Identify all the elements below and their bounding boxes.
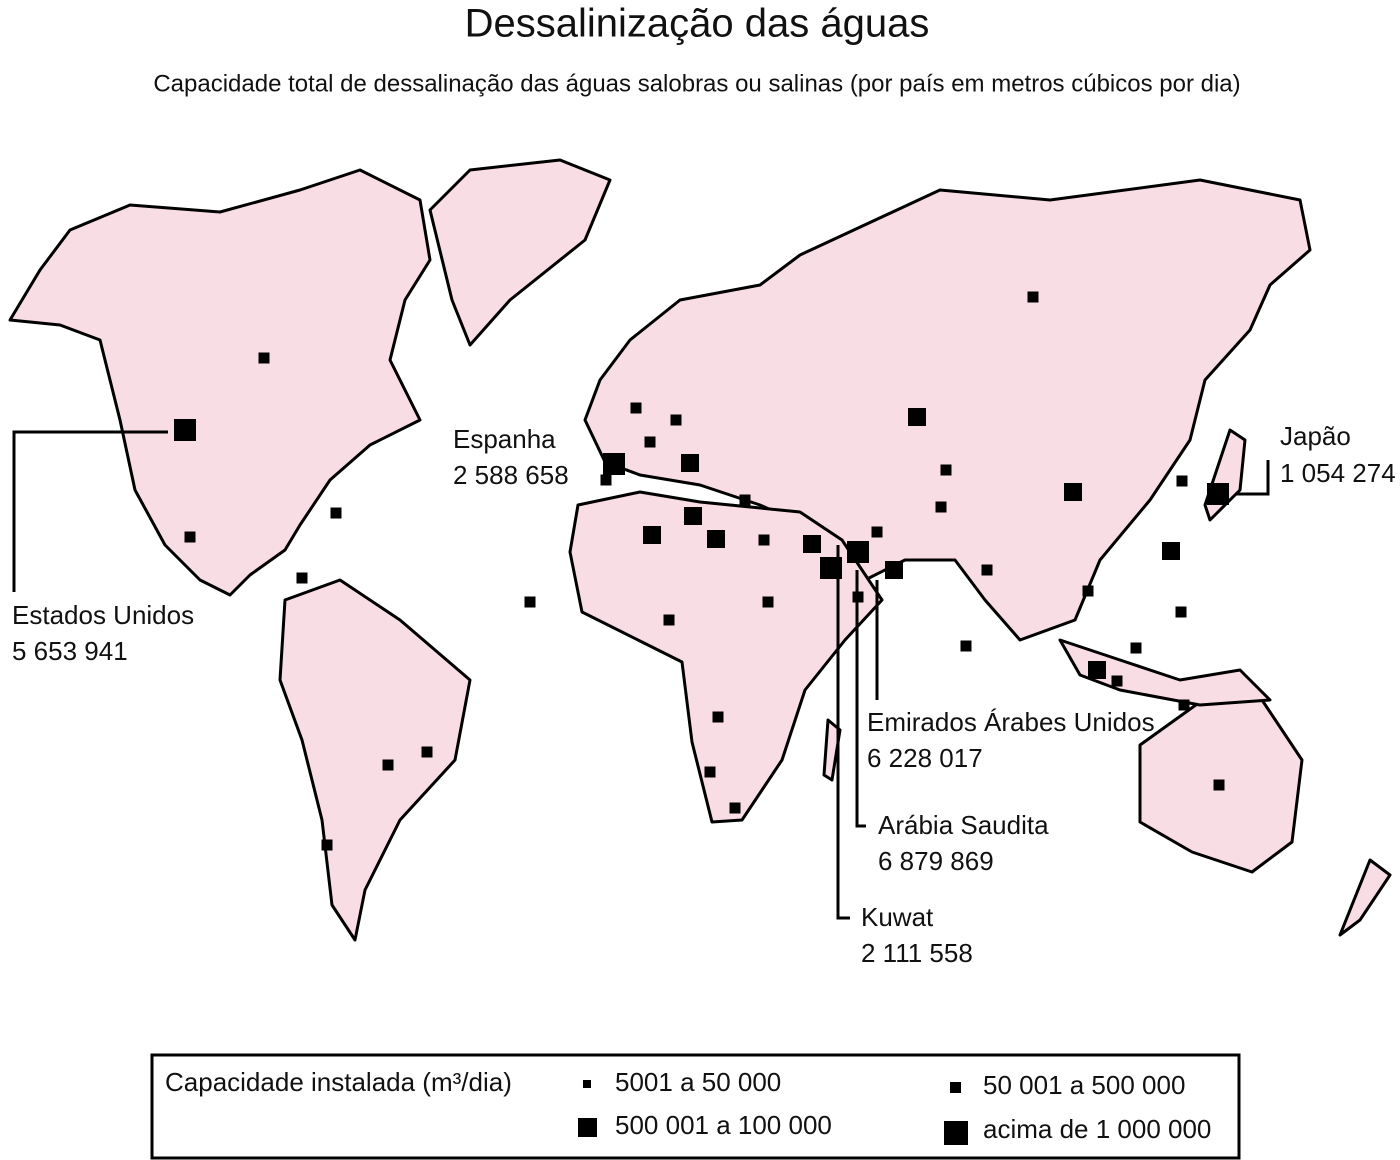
capacity-marker [762,596,774,608]
capacity-marker [681,454,699,472]
continents [8,158,1392,942]
legend-item: 5001 a 50 000 [615,1067,781,1097]
country-value: 2 588 658 [453,460,569,490]
capacity-marker [852,591,864,603]
capacity-marker [630,402,642,414]
capacity-marker [1027,291,1039,303]
callout-line [1236,460,1270,496]
japan [1203,428,1247,522]
country-value: 6 879 869 [878,846,994,876]
country-name: Espanha [453,424,556,454]
new-zealand [1338,858,1392,937]
title: Dessalinização das águas [465,2,930,46]
subtitle: Capacidade total de dessalinação das águ… [153,70,1240,97]
capacity-marker [382,759,394,771]
capacity-marker [684,507,702,525]
callout-labels: Estados Unidos 5 653 941 Espanha 2 588 6… [12,421,1396,968]
capacity-marker [1111,675,1123,687]
callout-line [855,570,866,828]
capacity-marker [296,572,308,584]
capacity-marker [739,494,751,506]
capacity-marker [1176,475,1188,487]
capacity-marker [960,640,972,652]
legend-symbol [578,1118,597,1137]
north-america [8,168,432,597]
capacity-marker [712,711,724,723]
capacity-marker [1088,661,1106,679]
capacity-marker [670,414,682,426]
legend-symbol [950,1082,961,1093]
capacity-marker [1175,606,1187,618]
country-name: Kuwat [861,902,934,932]
capacity-marker [1178,699,1190,711]
capacity-marker [981,564,993,576]
country-value: 6 228 017 [867,743,983,773]
madagascar [822,718,842,782]
capacity-marker [184,531,196,543]
capacity-marker [940,464,952,476]
capacity-marker [704,766,716,778]
legend-box [150,1053,1241,1160]
capacity-marker [603,453,625,475]
country-name: Estados Unidos [12,600,194,630]
capacity-marker [707,530,725,548]
capacity-marker [600,474,612,486]
country-value: 2 111 558 [861,938,973,968]
capacity-marker [643,526,661,544]
legend-item: acima de 1 000 000 [983,1114,1211,1144]
capacity-marker [871,526,883,538]
capacity-marker [174,419,196,441]
capacity-marker [885,561,903,579]
callout-line [836,545,850,920]
capacity-marker [820,557,842,579]
capacity-marker [644,436,656,448]
capacity-marker [1162,542,1180,560]
capacity-marker [803,535,821,553]
legend: Capacidade instalada (m³/dia) 5001 a 50 … [150,1053,1241,1160]
capacity-marker [663,614,675,626]
callout-lines [12,430,1270,920]
africa [568,490,884,824]
capacity-marker [1082,585,1094,597]
capacity-marker [729,802,741,814]
capacity-marker [758,534,770,546]
legend-symbol [944,1121,968,1145]
greenland [428,158,612,347]
capacity-marker [421,746,433,758]
country-name: Arábia Saudita [878,810,1049,840]
capacity-marker [1064,483,1082,501]
callout-line [12,430,168,592]
capacity-marker [1213,779,1225,791]
capacity-marker [935,501,947,513]
legend-symbol [583,1080,591,1088]
capacity-marker [908,408,926,426]
country-name: Japão [1280,421,1351,451]
country-name: Emirados Árabes Unidos [867,707,1155,737]
south-america [278,578,472,942]
legend-item: 50 001 a 500 000 [983,1070,1185,1100]
capacity-marker [1130,642,1142,654]
capacity-marker [847,541,869,563]
country-value: 5 653 941 [12,636,128,666]
capacity-marker [330,507,342,519]
capacity-marker [258,352,270,364]
capacity-marker [524,596,536,608]
capacity-marker [1207,483,1229,505]
legend-item: 500 001 a 100 000 [615,1110,832,1140]
indonesia [1058,638,1272,707]
legend-title: Capacidade instalada (m³/dia) [165,1067,512,1097]
capacity-marker [321,839,333,851]
country-value: 1 054 274 [1280,458,1396,488]
markers [174,291,1229,851]
